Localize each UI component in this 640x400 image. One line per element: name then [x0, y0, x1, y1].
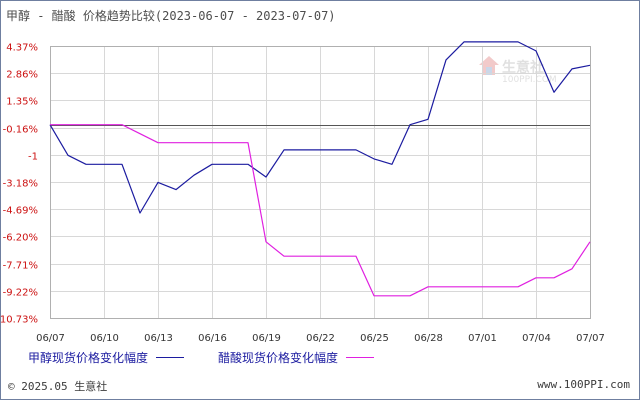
- x-tick-label: 06/28: [414, 333, 443, 344]
- y-tick-label: 1.35%: [6, 97, 38, 108]
- x-tick-label: 06/19: [252, 333, 281, 344]
- watermark-site: 100PPI.COM: [502, 75, 557, 85]
- y-tick-label: -9.22%: [3, 288, 38, 299]
- legend-swatch-methanol: [156, 357, 185, 358]
- x-tick-label: 06/16: [198, 333, 227, 344]
- y-tick-labels: 4.37% 2.86% 1.35% -0.16% -1 -3.18% -4.69% -6.20…: [0, 43, 38, 326]
- legend: 甲醇现货价格变化幅度 醋酸现货价格变化幅度: [28, 349, 408, 366]
- x-tick-label: 07/07: [576, 333, 605, 344]
- y-tick-label: 4.37%: [6, 43, 38, 54]
- footer-url[interactable]: www.100PPI.com: [537, 378, 630, 391]
- x-tick-label: 06/25: [360, 333, 389, 344]
- chart-title: 甲醇 - 醋酸 价格趋势比较(2023-06-07 - 2023-07-07): [6, 9, 336, 23]
- y-tick-label: -1: [28, 152, 38, 163]
- x-tick-label: 07/01: [468, 333, 497, 344]
- axes: [50, 46, 591, 319]
- y-tick-label: -10.73%: [0, 315, 38, 326]
- legend-label-methanol: 甲醇现货价格变化幅度: [28, 351, 149, 365]
- x-tick-label: 06/13: [144, 333, 173, 344]
- y-tick-label: -7.71%: [3, 261, 38, 272]
- x-tick-label: 06/07: [36, 333, 65, 344]
- legend-label-acetic-acid: 醋酸现货价格变化幅度: [218, 351, 339, 365]
- footer-copyright: © 2025.05 生意社: [8, 380, 108, 393]
- y-tick-label: 2.86%: [6, 70, 38, 81]
- y-tick-label: -6.20%: [3, 233, 38, 244]
- watermark-brand: 生意社: [502, 60, 544, 76]
- watermark-logo-icon: [479, 56, 499, 75]
- x-tick-label: 06/22: [306, 333, 335, 344]
- y-tick-label: -4.69%: [3, 206, 38, 217]
- series-line-acetic-acid: [50, 124, 591, 297]
- x-tick-label: 06/10: [90, 333, 119, 344]
- series: [49, 41, 591, 297]
- y-tick-label: -3.18%: [3, 179, 38, 190]
- x-tick-labels: 06/07 06/10 06/13 06/16 06/19 06/22 06/25 06/28…: [36, 333, 605, 344]
- grid: [50, 46, 591, 319]
- series-line-methanol: [49, 41, 591, 214]
- y-tick-label: -0.16%: [3, 125, 38, 136]
- x-tick-label: 07/04: [522, 333, 551, 344]
- legend-swatch-acetic-acid: [346, 357, 375, 358]
- watermark: 生意社 100PPI.COM: [478, 55, 557, 85]
- plot-border: [50, 46, 591, 319]
